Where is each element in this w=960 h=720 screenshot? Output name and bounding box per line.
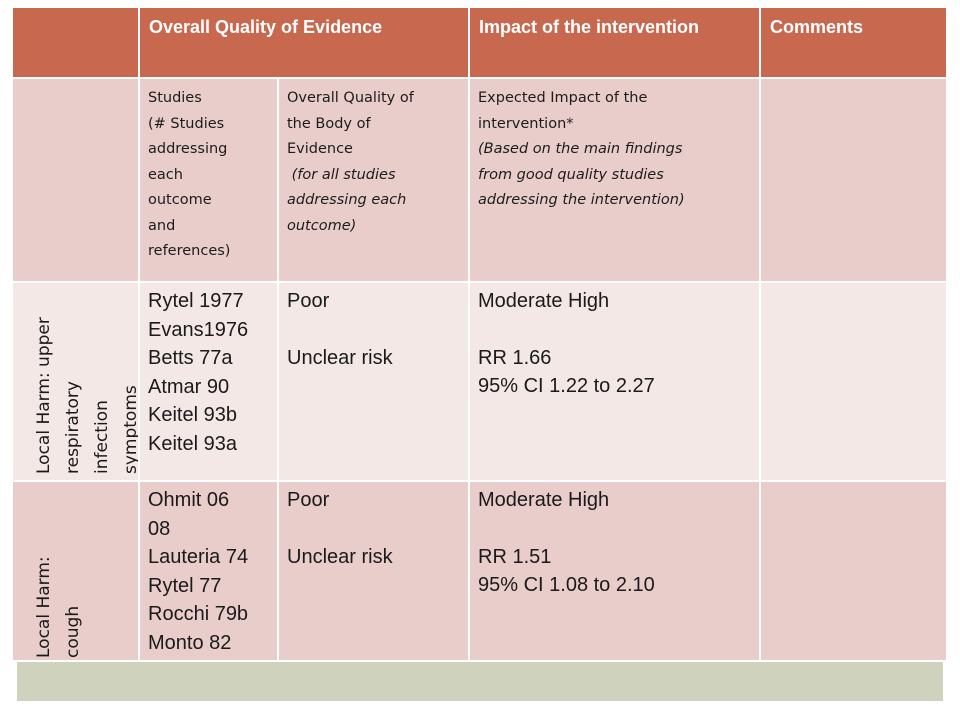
- quality-cell: Poor Unclear risk: [277, 480, 470, 662]
- impact-text: Moderate High RR 1.51 95% CI 1.08 to 2.1…: [478, 489, 655, 596]
- quality-cell: Poor Unclear risk: [277, 281, 470, 482]
- outcome-label: Local Harm: cough: [34, 556, 83, 658]
- header-row: Overall Quality of Evidence Impact of th…: [11, 6, 948, 79]
- header-corner-cell: [11, 6, 140, 79]
- impact-cell: Moderate High RR 1.51 95% CI 1.08 to 2.1…: [468, 480, 761, 662]
- outcome-cell: Local Harm: cough: [11, 480, 140, 662]
- subheader-studies-cell: Studies (# Studies addressing each outco…: [138, 77, 279, 283]
- comments-cell: [759, 480, 948, 662]
- header-comments-label: Comments: [770, 17, 864, 37]
- footer-bar: [17, 662, 943, 701]
- header-quality-label: Overall Quality of Evidence: [149, 17, 383, 37]
- studies-cell: Rytel 1977 Evans1976 Betts 77a Atmar 90 …: [138, 281, 279, 482]
- subheader-impact-cell: Expected Impact of the intervention* (Ba…: [468, 77, 761, 283]
- subheader-corner-cell: [11, 77, 140, 283]
- header-impact-cell: Impact of the intervention: [468, 6, 761, 79]
- studies-list: Ohmit 06 08 Lauteria 74 Rytel 77 Rocchi …: [148, 489, 249, 654]
- subheader-row: Studies (# Studies addressing each outco…: [11, 77, 948, 283]
- quality-text: Poor Unclear risk: [287, 290, 393, 369]
- impact-text: Moderate High RR 1.66 95% CI 1.22 to 2.2…: [478, 290, 655, 397]
- studies-cell: Ohmit 06 08 Lauteria 74 Rytel 77 Rocchi …: [138, 480, 279, 662]
- table-row: Local Harm: upper respiratory infection …: [11, 281, 948, 482]
- subheader-impact-text: Expected Impact of the intervention* (Ba…: [478, 90, 685, 208]
- subheader-comments-cell: [759, 77, 948, 283]
- header-impact-label: Impact of the intervention: [479, 17, 700, 37]
- outcome-cell: Local Harm: upper respiratory infection …: [11, 281, 140, 482]
- subheader-quality-cell: Overall Quality of the Body of Evidence …: [277, 77, 470, 283]
- subheader-quality-text: Overall Quality of the Body of Evidence …: [287, 90, 414, 234]
- header-quality-cell: Overall Quality of Evidence: [138, 6, 470, 79]
- subheader-studies-text: Studies (# Studies addressing each outco…: [148, 90, 231, 259]
- impact-cell: Moderate High RR 1.66 95% CI 1.22 to 2.2…: [468, 281, 761, 482]
- table-row: Local Harm: cough Ohmit 06 08 Lauteria 7…: [11, 480, 948, 662]
- header-comments-cell: Comments: [759, 6, 948, 79]
- outcome-label: Local Harm: upper respiratory infection …: [34, 317, 139, 474]
- studies-list: Rytel 1977 Evans1976 Betts 77a Atmar 90 …: [148, 290, 249, 455]
- comments-cell: [759, 281, 948, 482]
- evidence-table: Overall Quality of Evidence Impact of th…: [11, 6, 948, 662]
- quality-text: Poor Unclear risk: [287, 489, 393, 568]
